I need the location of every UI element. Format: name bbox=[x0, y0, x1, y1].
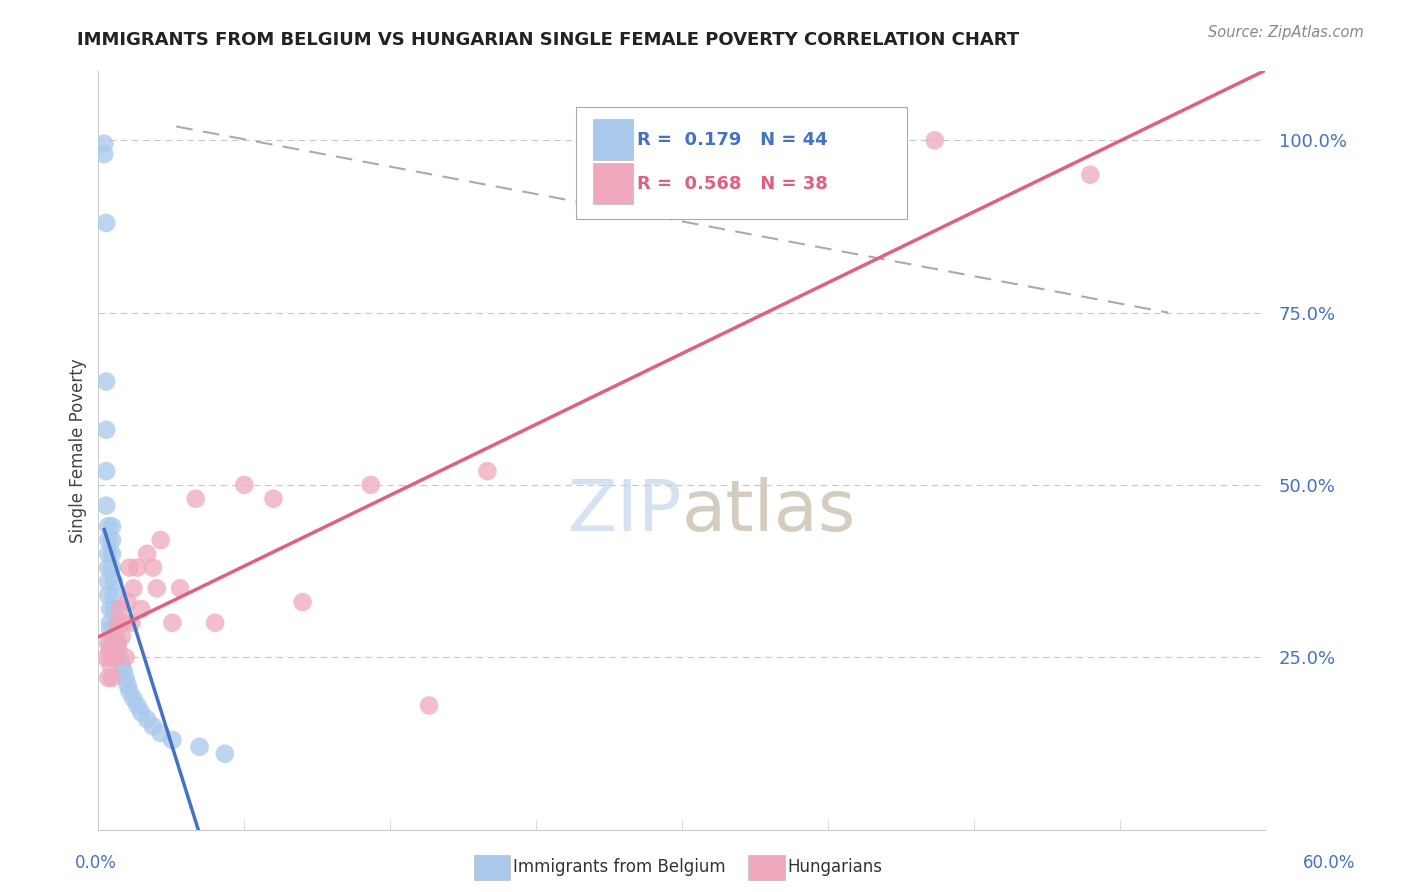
Point bbox=[101, 519, 124, 533]
Point bbox=[101, 533, 124, 547]
Point bbox=[142, 560, 165, 574]
Point bbox=[924, 133, 946, 147]
Point bbox=[127, 560, 149, 574]
Point bbox=[169, 582, 191, 596]
Point bbox=[204, 615, 226, 630]
Point bbox=[96, 375, 118, 389]
Text: 0.0%: 0.0% bbox=[75, 855, 117, 872]
Point bbox=[162, 615, 184, 630]
Point bbox=[107, 636, 129, 650]
Point bbox=[103, 574, 125, 589]
Point bbox=[104, 636, 127, 650]
Point bbox=[93, 136, 115, 151]
Text: 60.0%: 60.0% bbox=[1302, 855, 1355, 872]
Point bbox=[112, 664, 135, 678]
Point bbox=[101, 560, 124, 574]
Point bbox=[118, 684, 141, 698]
Point bbox=[97, 636, 120, 650]
Point bbox=[114, 650, 136, 665]
Point bbox=[360, 478, 382, 492]
Point bbox=[98, 636, 121, 650]
Point bbox=[96, 464, 118, 478]
Point bbox=[262, 491, 284, 506]
Text: R =  0.179   N = 44: R = 0.179 N = 44 bbox=[637, 131, 828, 149]
Text: Hungarians: Hungarians bbox=[787, 858, 883, 876]
Text: R =  0.568   N = 38: R = 0.568 N = 38 bbox=[637, 176, 828, 194]
Point bbox=[117, 678, 139, 692]
Point bbox=[96, 423, 118, 437]
Point bbox=[103, 588, 125, 602]
Point bbox=[98, 643, 121, 657]
Point bbox=[111, 657, 134, 672]
Point bbox=[418, 698, 440, 713]
Point bbox=[97, 574, 120, 589]
Point bbox=[108, 650, 131, 665]
Point bbox=[136, 712, 159, 726]
Point bbox=[118, 560, 141, 574]
Point bbox=[98, 657, 121, 672]
Text: IMMIGRANTS FROM BELGIUM VS HUNGARIAN SINGLE FEMALE POVERTY CORRELATION CHART: IMMIGRANTS FROM BELGIUM VS HUNGARIAN SIN… bbox=[77, 31, 1019, 49]
Point bbox=[146, 582, 169, 596]
Point bbox=[104, 630, 127, 644]
Point bbox=[121, 615, 143, 630]
Point bbox=[97, 588, 120, 602]
Point bbox=[96, 216, 118, 230]
Point bbox=[108, 602, 131, 616]
Point bbox=[127, 698, 149, 713]
Point bbox=[93, 147, 115, 161]
Point bbox=[98, 643, 121, 657]
Point bbox=[107, 643, 129, 657]
Text: atlas: atlas bbox=[682, 476, 856, 546]
Point bbox=[477, 464, 499, 478]
Point bbox=[98, 602, 121, 616]
Text: Source: ZipAtlas.com: Source: ZipAtlas.com bbox=[1208, 25, 1364, 40]
Point bbox=[122, 691, 145, 706]
Point bbox=[97, 560, 120, 574]
Point bbox=[129, 602, 152, 616]
Point bbox=[184, 491, 207, 506]
Point bbox=[149, 726, 172, 740]
Point bbox=[103, 650, 125, 665]
Point bbox=[107, 636, 129, 650]
Point bbox=[97, 533, 120, 547]
Point bbox=[103, 630, 125, 644]
Point bbox=[111, 630, 134, 644]
Point bbox=[96, 650, 118, 665]
Point bbox=[149, 533, 172, 547]
Point bbox=[103, 602, 125, 616]
Point bbox=[291, 595, 314, 609]
Point bbox=[101, 547, 124, 561]
Point bbox=[214, 747, 236, 761]
Point bbox=[96, 499, 118, 513]
Point bbox=[129, 706, 152, 720]
Y-axis label: Single Female Poverty: Single Female Poverty bbox=[69, 359, 87, 542]
Point bbox=[104, 615, 127, 630]
Point bbox=[142, 719, 165, 733]
Point bbox=[97, 547, 120, 561]
Point bbox=[114, 671, 136, 685]
Point bbox=[233, 478, 256, 492]
Point bbox=[1080, 168, 1102, 182]
Text: Immigrants from Belgium: Immigrants from Belgium bbox=[513, 858, 725, 876]
Point bbox=[162, 733, 184, 747]
Point bbox=[117, 595, 139, 609]
Point bbox=[97, 519, 120, 533]
Text: ZIP: ZIP bbox=[568, 476, 682, 546]
Point bbox=[107, 615, 129, 630]
Point bbox=[122, 582, 145, 596]
Point bbox=[101, 671, 124, 685]
Point bbox=[101, 650, 124, 665]
Point bbox=[188, 739, 211, 754]
Point bbox=[98, 615, 121, 630]
Point bbox=[98, 623, 121, 637]
Point bbox=[112, 615, 135, 630]
Point bbox=[136, 547, 159, 561]
Point bbox=[97, 671, 120, 685]
